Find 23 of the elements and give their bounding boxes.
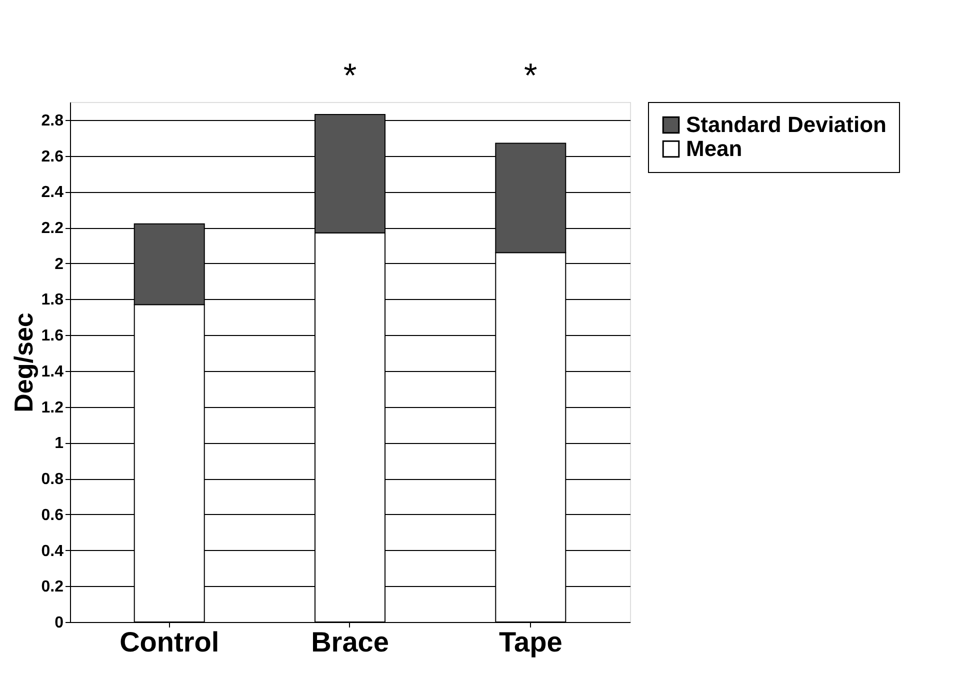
y-tick-label: 1.8 [41, 292, 64, 309]
y-tick-label: 0.2 [41, 578, 64, 596]
y-tick-label: 0.6 [41, 506, 64, 524]
y-tick-label: 0.4 [41, 542, 64, 560]
y-tick-label: 0 [54, 614, 64, 632]
y-tick-label: 0.8 [41, 471, 64, 488]
x-tick-label: Tape [499, 626, 562, 658]
y-tick-label: 2.6 [41, 148, 64, 166]
x-tick-label: Brace [311, 626, 389, 658]
x-tick-label: Control [120, 626, 220, 658]
text: * [524, 57, 538, 95]
y-tick-label: 1.4 [41, 363, 64, 380]
y-axis-title: Deg/sec [8, 312, 38, 412]
text: * [343, 57, 357, 95]
y-tick-label: 2.2 [41, 220, 64, 238]
y-tick-label: 2.8 [41, 112, 64, 130]
legend-label: Mean [686, 136, 742, 161]
y-tick-label: 1.2 [41, 399, 64, 416]
y-tick-label: 2 [54, 256, 64, 273]
y-tick-label: 1 [54, 435, 64, 452]
legend-label: Standard Deviation [686, 112, 886, 137]
y-tick-label: 2.4 [41, 184, 64, 202]
y-tick-label: 1.6 [41, 328, 64, 345]
